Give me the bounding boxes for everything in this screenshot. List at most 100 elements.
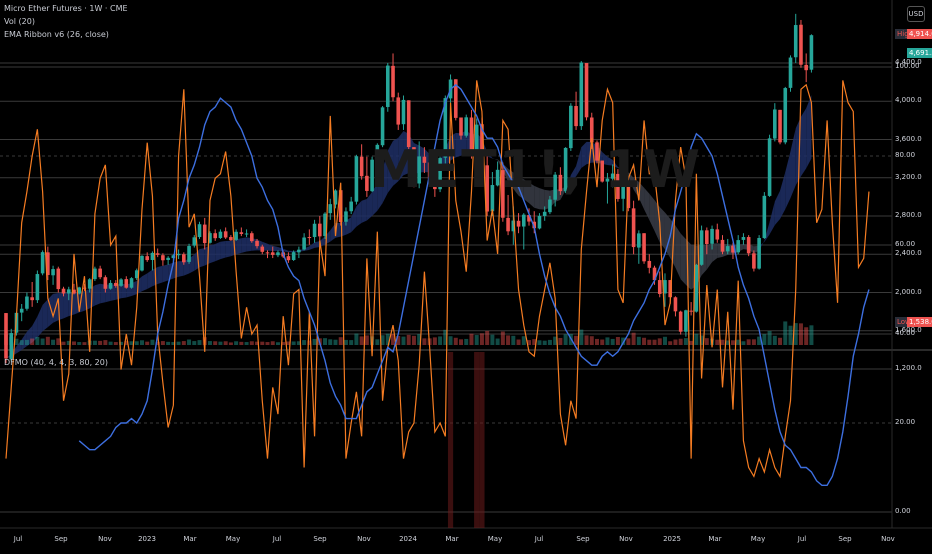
candle-body — [166, 257, 170, 260]
candle — [757, 235, 761, 270]
candle-body — [788, 57, 793, 88]
candle — [689, 302, 693, 316]
volume-bar — [500, 331, 505, 345]
candle — [422, 147, 427, 173]
ribbon-segment — [785, 151, 791, 210]
candle-body — [563, 147, 568, 192]
candle — [464, 114, 469, 138]
candle-body — [506, 217, 510, 232]
candle — [93, 266, 97, 282]
volume-bar — [129, 341, 134, 345]
ribbon-segment — [398, 131, 404, 182]
candle-body — [631, 208, 636, 248]
candle — [553, 172, 557, 207]
current-price-tag: 4,691.5 — [907, 48, 932, 58]
volume-bar — [532, 339, 537, 345]
volume-bar — [281, 342, 286, 345]
candle-body — [182, 254, 186, 263]
volume-bar — [71, 341, 76, 345]
candle-body — [516, 220, 521, 227]
volume-bar — [443, 329, 448, 345]
volume-bar — [244, 342, 249, 345]
time-tick-label: May — [750, 535, 766, 543]
candle — [558, 167, 563, 195]
symbol-watermark: MET1!, 1W — [370, 140, 703, 200]
time-tick-label: May — [487, 535, 503, 543]
candle-body — [537, 215, 542, 229]
ribbon-segment — [215, 241, 221, 262]
ribbon-segment — [712, 243, 718, 263]
candle-body — [773, 109, 777, 139]
candle — [380, 106, 385, 148]
ribbon-segment — [617, 166, 624, 171]
volume-bar — [678, 338, 683, 345]
candle — [595, 140, 599, 164]
candle — [276, 250, 280, 258]
candle — [255, 238, 259, 249]
volume-bar — [302, 340, 307, 345]
candle-body — [767, 138, 772, 196]
volume-bar — [51, 339, 56, 345]
legend-symbol[interactable]: Micro Ether Futures · 1W · CME — [4, 4, 128, 13]
volume-bar — [349, 340, 354, 345]
volume-bar — [265, 342, 270, 345]
ribbon-segment — [330, 223, 336, 242]
candle-body — [589, 117, 594, 143]
candle-body — [720, 239, 725, 252]
volume-bar — [730, 340, 735, 345]
legend-volume[interactable]: Vol (20) — [4, 17, 35, 26]
volume-bar — [181, 341, 186, 345]
candle-body — [532, 221, 537, 229]
candle-body — [511, 220, 516, 232]
candle — [506, 194, 510, 236]
candle-body — [485, 165, 489, 212]
candle-body — [746, 237, 751, 254]
candle — [474, 118, 479, 161]
candle — [176, 249, 181, 260]
volume-bar — [124, 341, 129, 345]
candle — [56, 266, 61, 293]
candle — [433, 166, 437, 197]
time-tick-label: Jul — [13, 535, 23, 543]
candle — [318, 216, 322, 242]
volume-bar — [213, 341, 218, 345]
candle-body — [255, 240, 259, 247]
candle — [616, 169, 620, 202]
candle-body — [731, 245, 735, 253]
candle — [87, 278, 92, 293]
low-value: 1,538.0 — [907, 317, 932, 327]
candle — [114, 280, 118, 288]
oscillator-tick-label: 60.00 — [895, 240, 916, 248]
legend-ribbon[interactable]: EMA Ribbon v6 (26, close) — [4, 30, 109, 39]
candle — [140, 255, 144, 272]
candle — [197, 221, 202, 239]
candle-body — [752, 253, 756, 269]
candle-body — [297, 249, 301, 253]
currency-button[interactable]: USD — [907, 6, 925, 22]
candle-body — [652, 267, 657, 281]
candle — [25, 292, 29, 311]
candle-body — [323, 213, 327, 237]
volume-bar — [715, 339, 720, 345]
candle-body — [260, 246, 265, 252]
candle-body — [741, 237, 746, 240]
candle-body — [51, 269, 55, 276]
candle — [469, 109, 474, 159]
candle-body — [657, 280, 662, 294]
candle-body — [443, 98, 448, 158]
candle-body — [464, 117, 469, 136]
legend-oscillator[interactable]: DFMO (40, 4, 4, 3, 80, 20) — [4, 358, 108, 367]
candle — [297, 246, 301, 259]
time-tick-label: Sep — [54, 535, 68, 543]
candle — [370, 156, 374, 193]
volume-bar — [255, 341, 260, 345]
candle-body — [621, 184, 625, 199]
volume-bar — [689, 340, 694, 345]
candle-body — [124, 279, 129, 288]
candle-body — [265, 252, 270, 254]
candle-body — [689, 310, 693, 312]
candle-body — [663, 280, 667, 294]
volume-bar — [694, 333, 699, 345]
